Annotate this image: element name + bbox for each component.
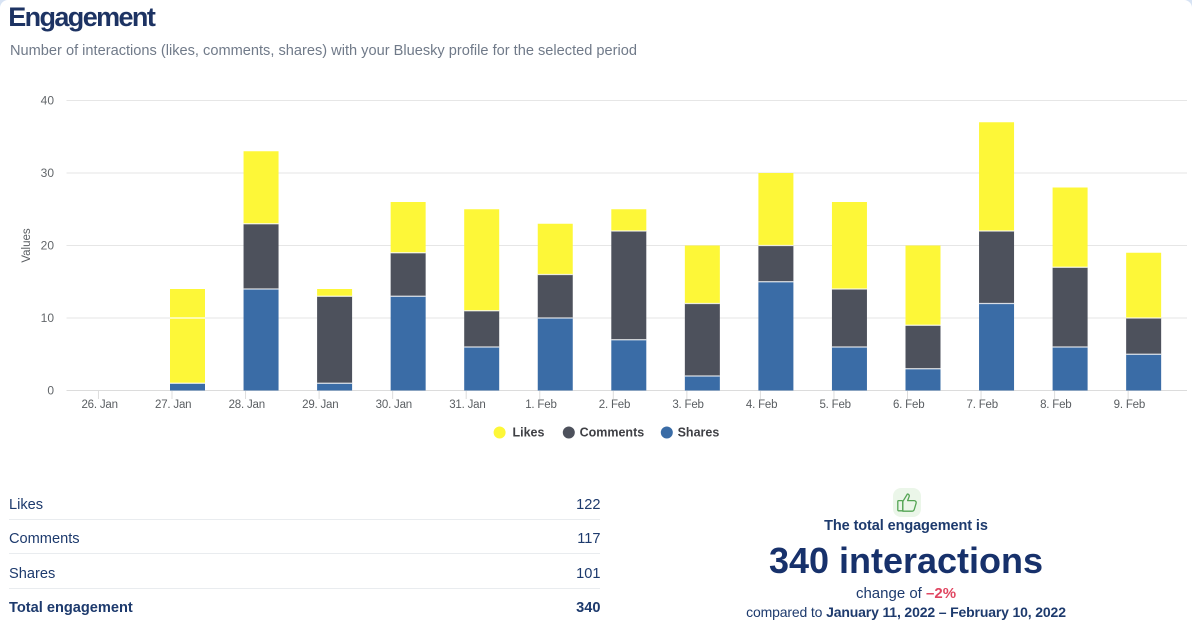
svg-text:1. Feb: 1. Feb <box>525 399 556 411</box>
svg-text:Shares: Shares <box>678 426 720 440</box>
svg-text:Comments: Comments <box>580 426 645 440</box>
svg-text:10: 10 <box>41 311 55 325</box>
svg-text:27. Jan: 27. Jan <box>155 399 191 411</box>
svg-text:30. Jan: 30. Jan <box>376 399 412 411</box>
svg-text:31. Jan: 31. Jan <box>449 399 485 411</box>
svg-text:2. Feb: 2. Feb <box>599 399 630 411</box>
svg-text:3. Feb: 3. Feb <box>672 399 703 411</box>
svg-text:20: 20 <box>41 239 55 253</box>
svg-text:29. Jan: 29. Jan <box>302 399 338 411</box>
svg-text:9. Feb: 9. Feb <box>1114 399 1145 411</box>
svg-text:28. Jan: 28. Jan <box>229 399 265 411</box>
svg-text:7. Feb: 7. Feb <box>967 399 998 411</box>
svg-text:6. Feb: 6. Feb <box>893 399 924 411</box>
svg-text:8. Feb: 8. Feb <box>1040 399 1071 411</box>
svg-text:0: 0 <box>47 384 54 398</box>
svg-text:4. Feb: 4. Feb <box>746 399 777 411</box>
svg-text:Likes: Likes <box>513 426 545 440</box>
svg-text:40: 40 <box>41 94 55 108</box>
svg-text:Values: Values <box>21 228 33 263</box>
svg-text:30: 30 <box>41 166 55 180</box>
svg-text:26. Jan: 26. Jan <box>81 399 117 411</box>
svg-text:5. Feb: 5. Feb <box>819 399 850 411</box>
